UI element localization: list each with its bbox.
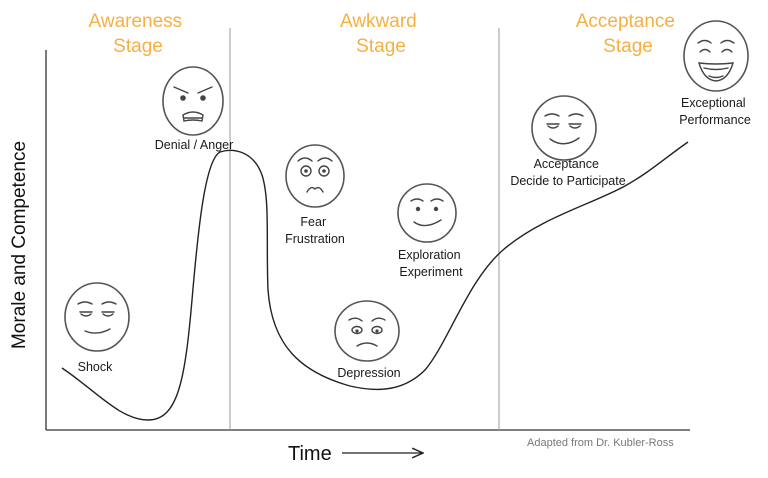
phase-acceptance-line1: Acceptance [534,157,599,171]
phase-denial-line1: Denial / Anger [155,138,234,152]
content-face-icon [531,95,597,161]
frightened-face-icon [285,144,345,208]
morale-curve [61,141,689,421]
phase-shock-line1: Shock [78,360,113,374]
x-axis-label: Time [288,443,332,465]
phase-fear-line1: Fear [300,215,326,229]
stage-acceptance-line2: Stage [603,36,653,57]
phase-label-acceptance: Acceptance Decide to Participate [510,157,625,188]
phase-label-fear: Fear Frustration [285,215,345,246]
phase-acceptance-line2: Decide to Participate [510,174,625,188]
stage-awareness-title: Awareness Stage [89,11,188,57]
phase-exploration-line2: Experiment [399,265,463,279]
phase-label-depression: Depression [337,366,400,380]
y-axis-label: Morale and Competence [9,141,30,349]
tired-face-icon [64,282,130,352]
stage-awareness-line1: Awareness [89,11,183,32]
stage-acceptance-title: Acceptance Stage [576,11,681,57]
smirk-face-icon [397,183,457,243]
phase-label-denial: Denial / Anger [155,138,234,152]
stage-awareness-line2: Stage [113,36,163,57]
phase-label-performance: Exceptional Performance [679,96,751,127]
source-note: Adapted from Dr. Kubler-Ross [527,437,674,449]
phase-depression-line1: Depression [337,366,400,380]
phase-fear-line2: Frustration [285,232,345,246]
phase-performance-line2: Performance [679,113,751,127]
phase-exploration-line1: Exploration [398,248,461,262]
laughing-face-icon [683,20,749,92]
stage-awkward-title: Awkward Stage [340,11,422,57]
stage-acceptance-line1: Acceptance [576,11,675,32]
phase-performance-line1: Exceptional [681,96,746,110]
angry-face-icon [162,66,224,136]
phase-label-shock: Shock [78,360,113,374]
stage-awkward-line2: Stage [356,36,406,57]
stage-awkward-line1: Awkward [340,11,417,32]
phase-label-exploration: Exploration Experiment [398,248,464,279]
sad-face-icon [334,300,400,362]
